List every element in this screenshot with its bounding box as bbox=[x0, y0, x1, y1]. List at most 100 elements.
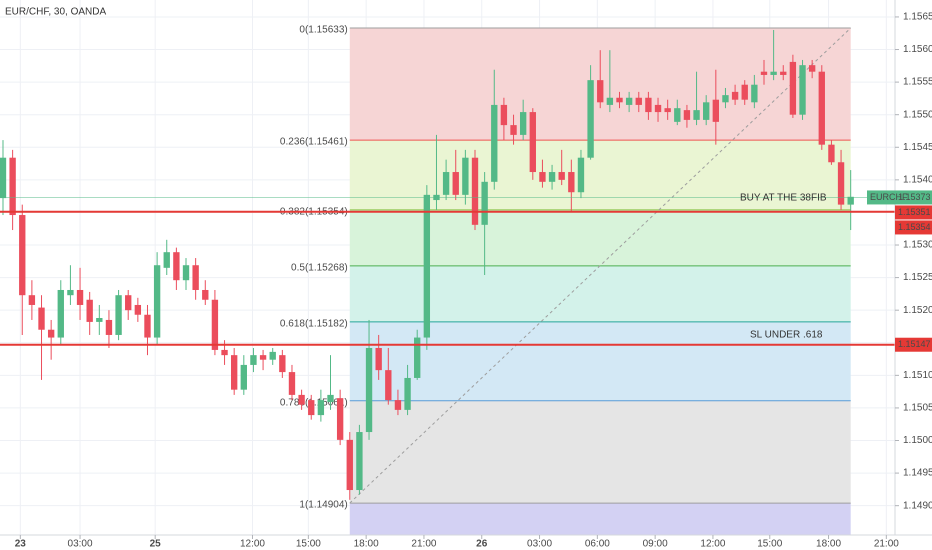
candle-body bbox=[279, 355, 286, 373]
candle-body bbox=[471, 157, 479, 225]
fib-band bbox=[349, 265, 851, 322]
hline-tag-label: 1.15351 bbox=[898, 207, 931, 217]
x-tick-label: 18:00 bbox=[354, 539, 379, 550]
y-tick-label: 1.15250 bbox=[903, 272, 932, 283]
candle-body bbox=[510, 125, 517, 135]
x-tick-label: 12:00 bbox=[700, 539, 725, 550]
y-tick-label: 1.15600 bbox=[903, 44, 932, 55]
axes: 1.15650 1.15600 1.15550 1.15500 1.15450 1.154… bbox=[15, 12, 932, 550]
x-tick-label: 12:00 bbox=[240, 539, 265, 550]
candle-body bbox=[760, 71, 768, 75]
candle-body bbox=[548, 172, 556, 182]
candle-body bbox=[404, 377, 411, 410]
candle-body bbox=[182, 265, 190, 281]
candle-body bbox=[221, 349, 228, 356]
candle-body bbox=[250, 355, 257, 365]
x-tick-label: 25 bbox=[150, 539, 162, 550]
y-tick-label: 1.14900 bbox=[903, 500, 932, 511]
x-tick-label: 03:00 bbox=[527, 539, 552, 550]
fib-label: 1(1.14904) bbox=[299, 500, 347, 511]
y-tick-label: 1.15550 bbox=[903, 77, 932, 88]
annotation: BUY AT THE 38FIB bbox=[740, 193, 827, 204]
candle-body bbox=[645, 97, 652, 113]
candle-body bbox=[568, 172, 575, 193]
y-tick-label: 1.15650 bbox=[903, 12, 932, 23]
candle-body bbox=[654, 104, 662, 113]
candle-body bbox=[529, 112, 536, 173]
candle-body bbox=[192, 265, 199, 290]
candle-body bbox=[625, 97, 633, 105]
candles bbox=[0, 29, 854, 500]
y-tick-label: 1.15000 bbox=[903, 435, 932, 446]
candle-body bbox=[163, 252, 170, 268]
candle-body bbox=[144, 314, 151, 338]
candle-body bbox=[828, 144, 835, 163]
annotation: SL UNDER .618 bbox=[750, 330, 823, 341]
candle-body bbox=[789, 61, 797, 115]
candle-body bbox=[722, 95, 729, 103]
candle-body bbox=[9, 157, 16, 216]
x-tick-label: 21:00 bbox=[411, 539, 436, 550]
x-tick-label: 18:00 bbox=[816, 539, 841, 550]
chart-title: EUR/CHF, 30, OANDA bbox=[5, 7, 106, 18]
candle-body bbox=[134, 304, 142, 315]
y-tick-label: 1.15050 bbox=[903, 403, 932, 414]
candle-body bbox=[327, 394, 334, 403]
fib-retracement: 0(1.15633)0.236(1.15461)0.382(1.15354)0.… bbox=[280, 25, 852, 535]
y-tick-label: 1.15500 bbox=[903, 109, 932, 120]
y-tick-label: 1.15300 bbox=[903, 240, 932, 251]
candle-body bbox=[356, 432, 363, 491]
candle-body bbox=[635, 97, 642, 105]
candle-body bbox=[751, 84, 758, 103]
candle-body bbox=[414, 337, 421, 378]
last-price-tag bbox=[867, 190, 932, 205]
hline-tag bbox=[895, 337, 932, 352]
fib-label: 0.236(1.15461) bbox=[280, 137, 348, 148]
x-tick-label: 21:00 bbox=[874, 539, 899, 550]
candle-body bbox=[703, 102, 710, 120]
candle-body bbox=[317, 400, 325, 416]
fib-label: 0.618(1.15182) bbox=[280, 319, 348, 330]
price-tag bbox=[895, 220, 932, 235]
y-tick-label: 1.15450 bbox=[903, 142, 932, 153]
candle-body bbox=[539, 172, 546, 182]
candle-body bbox=[780, 71, 787, 75]
x-tick-label: 15:00 bbox=[757, 539, 782, 550]
candle-body bbox=[799, 65, 806, 115]
candle-body bbox=[308, 400, 315, 416]
horizontal-lines bbox=[0, 196, 895, 346]
x-tick-label: 23 bbox=[15, 539, 27, 550]
fib-label: 0.5(1.15268) bbox=[291, 263, 348, 274]
candle-body bbox=[519, 112, 527, 135]
candle-body bbox=[0, 157, 7, 199]
candle-body bbox=[28, 295, 36, 305]
candle-body bbox=[125, 295, 132, 311]
candle-body bbox=[202, 289, 209, 300]
price-tag-label: 1.15354 bbox=[898, 222, 931, 232]
x-tick-label: 06:00 bbox=[585, 539, 610, 550]
candle-body bbox=[365, 347, 373, 433]
candle-body bbox=[346, 439, 353, 491]
fib-band bbox=[349, 140, 851, 210]
x-tick-label: 09:00 bbox=[643, 539, 668, 550]
candle-body bbox=[597, 80, 604, 103]
candle-body bbox=[230, 355, 238, 390]
candle-body bbox=[558, 172, 565, 180]
candle-body bbox=[462, 157, 469, 195]
candle-body bbox=[385, 370, 392, 401]
candle-body bbox=[19, 215, 26, 296]
x-tick-label: 26 bbox=[476, 539, 488, 550]
candle-body bbox=[837, 162, 845, 205]
candle-body bbox=[712, 99, 720, 122]
candle-body bbox=[240, 364, 247, 390]
fib-band bbox=[349, 321, 851, 401]
hline-tag bbox=[895, 205, 932, 220]
x-tick-label: 15:00 bbox=[296, 539, 321, 550]
candle-body bbox=[259, 355, 267, 360]
y-tick-label: 1.15100 bbox=[903, 370, 932, 381]
candle-body bbox=[115, 295, 122, 335]
fib-band bbox=[349, 209, 851, 266]
candle-body bbox=[423, 194, 431, 338]
candle-body bbox=[741, 84, 748, 100]
